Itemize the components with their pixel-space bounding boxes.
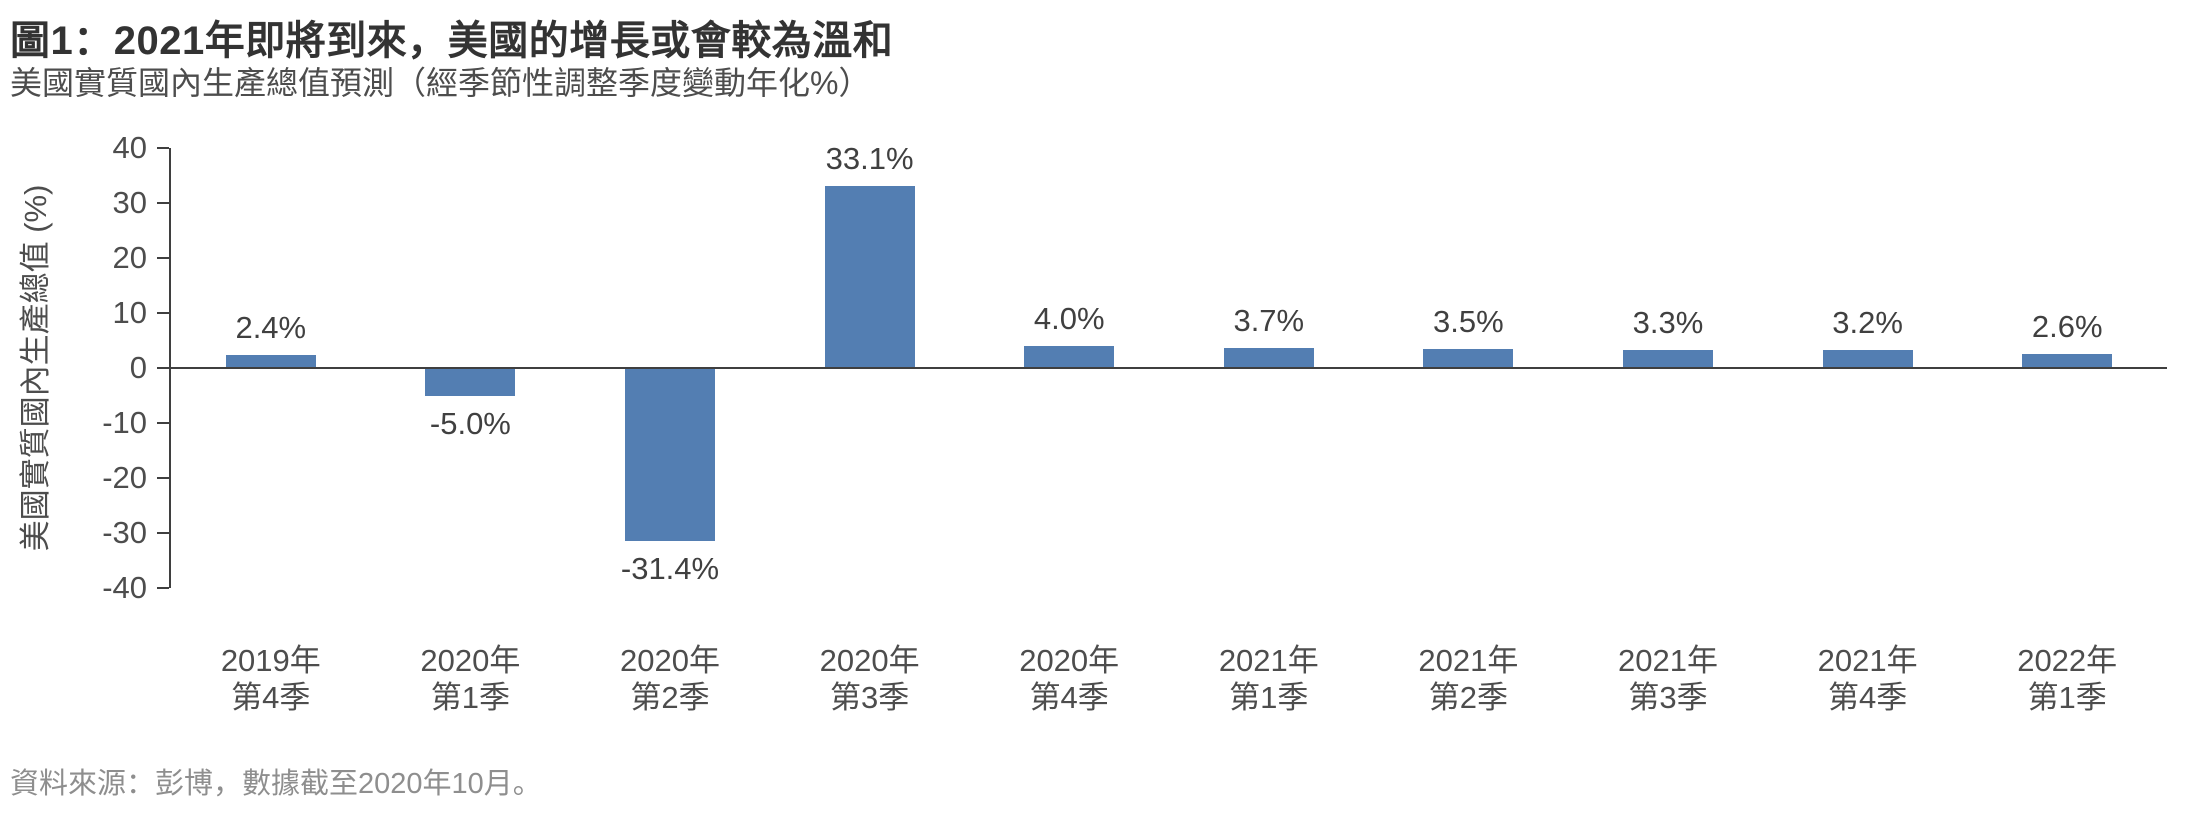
x-tick-label: 2020年 第2季: [570, 642, 770, 716]
x-tick-label: 2021年 第2季: [1368, 642, 1568, 716]
y-tick-mark: [157, 367, 169, 369]
bar-value-label: -31.4%: [620, 550, 720, 586]
x-tick-label: 2019年 第4季: [171, 642, 371, 716]
x-tick-label: 2020年 第1季: [370, 642, 570, 716]
x-tick-label: 2022年 第1季: [1967, 642, 2167, 716]
y-axis-title: 美國實質國內生產總值 (%): [18, 184, 53, 552]
chart-subtitle: 美國實質國內生產總值預測（經季節性調整季度變動年化%）: [10, 65, 871, 101]
x-tick-label-line: 第4季: [1827, 680, 1908, 715]
x-tick-label-line: 第1季: [430, 680, 511, 715]
y-tick-label: 0: [129, 350, 147, 385]
x-tick-label-line: 2020年: [420, 643, 521, 678]
source-note: 資料來源：彭博，數據截至2020年10月。: [10, 768, 542, 800]
y-tick-mark: [157, 202, 169, 204]
bar: [625, 368, 715, 541]
x-tick-label-line: 第3季: [829, 680, 910, 715]
x-tick-label-line: 第2季: [1428, 680, 1509, 715]
x-tick-label-line: 2021年: [1618, 643, 1718, 678]
bar-value-label: 3.5%: [1433, 303, 1504, 339]
bar-value-label: 3.7%: [1233, 302, 1305, 338]
zero-line: [169, 367, 2167, 369]
y-tick-label: -20: [102, 460, 147, 495]
bar-value-label: 4.0%: [1033, 301, 1105, 336]
bar: [1822, 350, 1913, 368]
bar-value-label: -5.0%: [429, 405, 511, 441]
x-tick-label-line: 第1季: [1229, 680, 1309, 715]
y-tick-mark: [157, 422, 169, 424]
bar: [2022, 353, 2113, 368]
bar: [225, 354, 316, 368]
y-tick-mark: [157, 532, 169, 534]
x-tick-label: 2020年 第4季: [969, 642, 1169, 716]
x-tick-label: 2020年 第3季: [770, 642, 970, 716]
bar: [1024, 346, 1115, 368]
x-tick-label-line: 2021年: [1218, 643, 1319, 678]
x-tick-label-line: 2022年: [2017, 643, 2118, 678]
y-tick-mark: [157, 147, 169, 149]
y-tick-label: 30: [112, 185, 147, 220]
x-tick-label-line: 2021年: [1817, 643, 1918, 678]
y-tick-mark: [157, 587, 169, 589]
y-tick-label: 20: [112, 240, 147, 275]
x-tick-label-line: 第3季: [1628, 680, 1708, 715]
x-tick-label-line: 2019年: [220, 643, 321, 678]
x-tick-label: 2021年 第1季: [1169, 642, 1369, 716]
bar: [1623, 349, 1713, 368]
bar: [1423, 348, 1514, 368]
x-tick-label-line: 第2季: [630, 680, 710, 715]
x-tick-label: 2021年 第3季: [1568, 642, 1768, 716]
bar: [824, 185, 915, 368]
bar-value-label: 3.2%: [1832, 305, 1903, 341]
y-tick-mark: [157, 312, 169, 314]
y-tick-label: -10: [102, 405, 147, 440]
y-tick-label: -40: [102, 570, 147, 605]
bar-value-label: 2.4%: [235, 309, 307, 345]
bar: [1223, 347, 1314, 368]
x-tick-label-line: 2020年: [620, 643, 720, 678]
x-tick-label: 2021年 第4季: [1768, 642, 1968, 716]
y-tick-label: -30: [102, 515, 147, 550]
bar-value-label: 33.1%: [825, 140, 914, 176]
y-tick-label: 40: [112, 130, 147, 165]
x-tick-label-line: 第4季: [1029, 680, 1109, 715]
bar-value-label: 2.6%: [2031, 308, 2103, 344]
x-tick-label-line: 第1季: [2027, 680, 2107, 715]
x-tick-label-line: 2021年: [1418, 643, 1519, 678]
y-tick-mark: [157, 477, 169, 479]
x-tick-label-line: 第4季: [231, 680, 311, 715]
chart-title: 圖1：2021年即將到來，美國的增長或會較為溫和: [10, 19, 894, 63]
x-tick-label-line: 2020年: [819, 643, 920, 678]
y-tick-label: 10: [112, 295, 147, 330]
x-tick-label-line: 2020年: [1019, 643, 1120, 678]
bar-value-label: 3.3%: [1632, 304, 1704, 340]
bar: [425, 368, 516, 396]
y-tick-mark: [157, 257, 169, 259]
